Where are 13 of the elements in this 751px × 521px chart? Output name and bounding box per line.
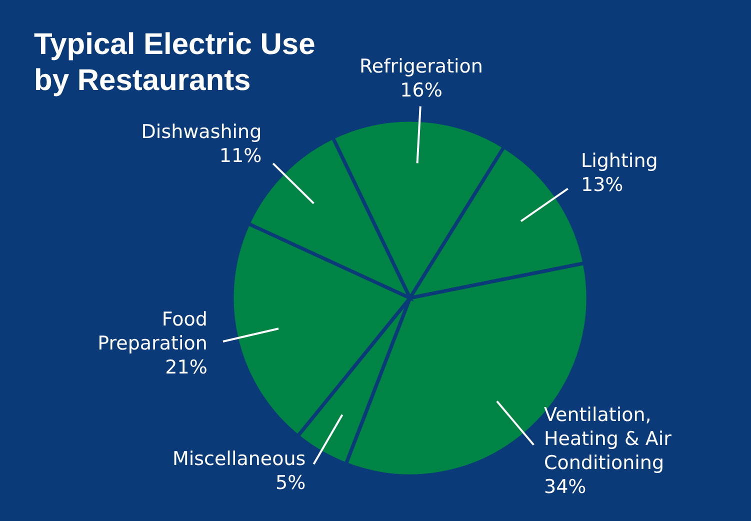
slice-label: Food Preparation <box>98 308 208 354</box>
data-label: 21% <box>165 356 208 378</box>
data-label: 34% <box>544 476 586 498</box>
data-label: 11% <box>219 144 262 167</box>
chart-title: Typical Electric Use by Restaurants <box>34 28 316 97</box>
data-label: 5% <box>276 472 306 494</box>
slice-label: Refrigeration <box>360 55 483 78</box>
slice-label: Dishwashing <box>141 120 262 143</box>
data-label: 16% <box>400 79 442 102</box>
slice-label: Ventilation, Heating & Air Conditioning <box>544 404 672 474</box>
data-label: 13% <box>581 174 624 196</box>
slice-label: Lighting <box>581 150 658 172</box>
slice-label: Miscellaneous <box>172 448 306 470</box>
